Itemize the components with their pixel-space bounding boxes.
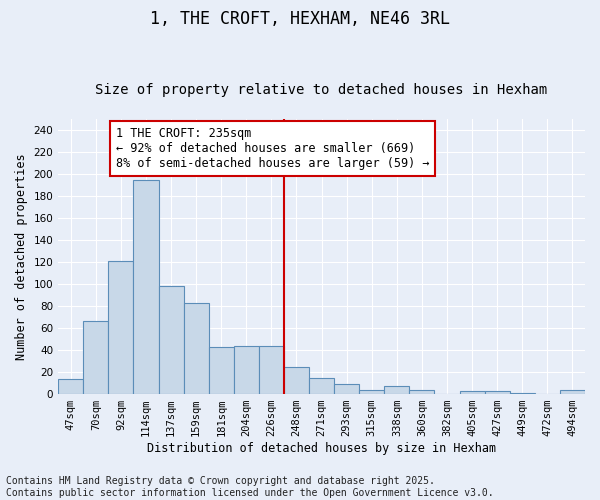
Text: 1 THE CROFT: 235sqm
← 92% of detached houses are smaller (669)
8% of semi-detach: 1 THE CROFT: 235sqm ← 92% of detached ho… bbox=[116, 126, 430, 170]
Bar bbox=[133, 180, 158, 394]
Bar bbox=[334, 384, 359, 394]
X-axis label: Distribution of detached houses by size in Hexham: Distribution of detached houses by size … bbox=[147, 442, 496, 455]
Y-axis label: Number of detached properties: Number of detached properties bbox=[15, 153, 28, 360]
Bar bbox=[510, 393, 535, 394]
Bar bbox=[209, 347, 234, 394]
Bar bbox=[109, 261, 133, 394]
Bar bbox=[58, 378, 83, 394]
Bar bbox=[184, 303, 209, 394]
Bar bbox=[234, 346, 259, 394]
Bar bbox=[409, 390, 434, 394]
Bar bbox=[359, 390, 385, 394]
Bar bbox=[460, 391, 485, 394]
Text: Contains HM Land Registry data © Crown copyright and database right 2025.
Contai: Contains HM Land Registry data © Crown c… bbox=[6, 476, 494, 498]
Bar bbox=[83, 322, 109, 394]
Text: 1, THE CROFT, HEXHAM, NE46 3RL: 1, THE CROFT, HEXHAM, NE46 3RL bbox=[150, 10, 450, 28]
Bar bbox=[385, 386, 409, 394]
Title: Size of property relative to detached houses in Hexham: Size of property relative to detached ho… bbox=[95, 83, 548, 97]
Bar bbox=[309, 378, 334, 394]
Bar bbox=[158, 286, 184, 394]
Bar bbox=[284, 366, 309, 394]
Bar bbox=[560, 390, 585, 394]
Bar bbox=[485, 391, 510, 394]
Bar bbox=[259, 346, 284, 394]
